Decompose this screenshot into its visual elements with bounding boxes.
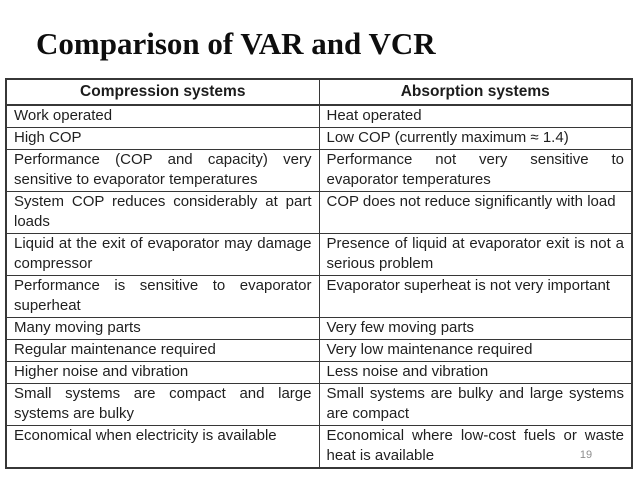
table-cell: Liquid at the exit of evaporator may dam… <box>5 233 320 276</box>
table-row: Liquid at the exit of evaporator may dam… <box>5 233 633 276</box>
table-cell: Performance not very sensitive to evapor… <box>318 149 633 192</box>
table-cell: System COP reduces considerably at part … <box>5 191 320 234</box>
table-cell: Very low maintenance required <box>318 339 633 362</box>
table-cell: Small systems are bulky and large system… <box>318 383 633 426</box>
table-row: Higher noise and vibration Less noise an… <box>5 361 633 384</box>
table-cell: Higher noise and vibration <box>5 361 320 384</box>
table-cell: Evaporator superheat is not very importa… <box>318 275 633 318</box>
table-cell: High COP <box>5 127 320 150</box>
table-row: Economical when electricity is available… <box>5 425 633 469</box>
column-header-absorption: Absorption systems <box>318 78 633 106</box>
table-row: Many moving parts Very few moving parts <box>5 317 633 340</box>
table-row: System COP reduces considerably at part … <box>5 191 633 234</box>
table-row: Regular maintenance required Very low ma… <box>5 339 633 362</box>
table-row: Small systems are compact and large syst… <box>5 383 633 426</box>
table-header-row: Compression systems Absorption systems <box>5 78 633 106</box>
table-cell: Very few moving parts <box>318 317 633 340</box>
slide-title: Comparison of VAR and VCR <box>36 26 436 61</box>
table-cell: Economical where low-cost fuels or waste… <box>318 425 633 469</box>
table-cell: Performance (COP and capacity) very sens… <box>5 149 320 192</box>
table-cell: Many moving parts <box>5 317 320 340</box>
table-cell: COP does not reduce significantly with l… <box>318 191 633 234</box>
table-cell: Performance is sensitive to evaporator s… <box>5 275 320 318</box>
comparison-table: Compression systems Absorption systems W… <box>5 78 633 469</box>
table-cell: Less noise and vibration <box>318 361 633 384</box>
table-cell: Regular maintenance required <box>5 339 320 362</box>
table-row: Performance (COP and capacity) very sens… <box>5 149 633 192</box>
table-row: Work operated Heat operated <box>5 104 633 128</box>
table-row: High COP Low COP (currently maximum ≈ 1.… <box>5 127 633 150</box>
table-row: Performance is sensitive to evaporator s… <box>5 275 633 318</box>
table-cell: Presence of liquid at evaporator exit is… <box>318 233 633 276</box>
table-cell: Small systems are compact and large syst… <box>5 383 320 426</box>
table-cell: Work operated <box>5 104 320 128</box>
table-cell: Heat operated <box>318 104 633 128</box>
page-number: 19 <box>579 449 593 461</box>
column-header-compression: Compression systems <box>5 78 320 106</box>
table-cell: Economical when electricity is available <box>5 425 320 469</box>
table-cell: Low COP (currently maximum ≈ 1.4) <box>318 127 633 150</box>
